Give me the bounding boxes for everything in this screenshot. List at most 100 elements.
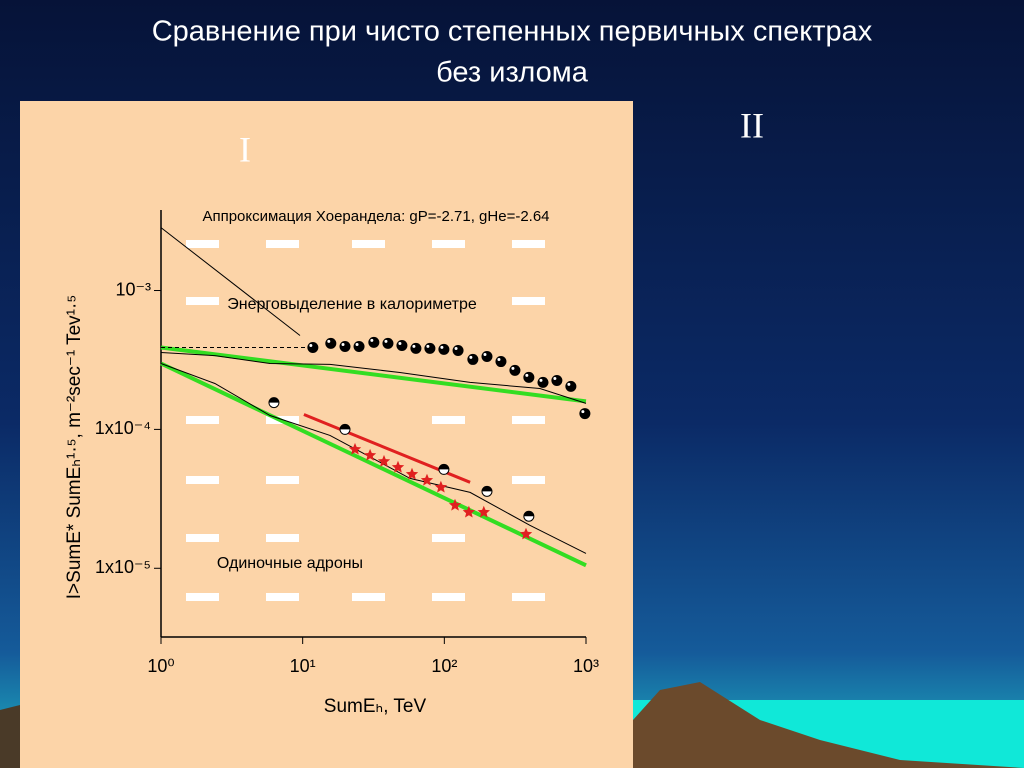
point-body — [410, 342, 422, 354]
data-point — [339, 341, 351, 353]
dash — [266, 476, 299, 484]
point-highlight — [384, 339, 388, 343]
point-body — [396, 339, 408, 351]
dash — [186, 416, 219, 424]
point-highlight — [398, 341, 402, 345]
data-point — [368, 336, 380, 348]
data-point — [325, 337, 337, 349]
data-point — [462, 505, 475, 518]
point-half — [340, 424, 351, 430]
data-point — [405, 467, 419, 480]
slide-title: без излома — [436, 57, 589, 89]
data-point — [509, 364, 521, 376]
point-body — [339, 341, 351, 353]
data-point — [551, 374, 563, 386]
y-tick-label: 1x10⁻⁵ — [95, 557, 151, 577]
point-body — [452, 344, 464, 356]
series-line — [160, 227, 301, 336]
dash — [512, 593, 545, 601]
data-point — [396, 339, 408, 351]
point-half — [268, 397, 279, 403]
point-highlight — [454, 346, 458, 350]
point-highlight — [370, 338, 374, 342]
dash — [352, 240, 385, 248]
x-tick-label: 10⁰ — [147, 656, 174, 676]
dash — [512, 416, 545, 424]
point-body — [368, 336, 380, 348]
point-highlight — [469, 355, 473, 359]
terrain — [0, 705, 20, 768]
point-highlight — [426, 344, 430, 348]
x-tick-label: 10¹ — [290, 656, 316, 676]
data-point — [410, 342, 422, 354]
point-highlight — [341, 343, 345, 347]
point-highlight — [327, 339, 331, 343]
data-point — [467, 353, 479, 365]
data-point — [452, 344, 464, 356]
data-point — [579, 408, 591, 420]
point-highlight — [581, 410, 585, 414]
data-point — [268, 397, 280, 409]
point-body — [495, 356, 507, 368]
dash — [186, 297, 219, 305]
data-point — [438, 463, 450, 475]
data-point — [377, 454, 391, 467]
panel-label: I — [239, 129, 251, 169]
point-body — [579, 408, 591, 420]
y-tick-label: 10⁻³ — [115, 279, 151, 299]
point-half — [481, 486, 492, 492]
y-tick-label: 1x10⁻⁴ — [95, 418, 151, 438]
point-body — [424, 342, 436, 354]
point-highlight — [483, 352, 487, 356]
dash — [512, 240, 545, 248]
data-point — [448, 498, 462, 511]
dash — [186, 476, 219, 484]
point-highlight — [567, 382, 571, 386]
data-point — [382, 337, 394, 349]
point-highlight — [553, 376, 557, 380]
annotation: Энерговыделение в калориметре — [227, 296, 477, 313]
data-point — [363, 448, 377, 461]
data-point — [519, 527, 533, 540]
data-point — [495, 356, 507, 368]
dash — [266, 534, 299, 542]
point-body — [438, 343, 450, 355]
data-point — [307, 341, 319, 353]
dash — [432, 593, 465, 601]
point-highlight — [440, 345, 444, 349]
point-body — [523, 371, 535, 383]
data-point — [434, 480, 448, 493]
point-body — [307, 341, 319, 353]
data-point — [523, 510, 535, 522]
point-highlight — [525, 373, 529, 377]
point-highlight — [511, 366, 515, 370]
data-point — [438, 343, 450, 355]
point-highlight — [355, 343, 359, 347]
dash — [432, 534, 465, 542]
point-highlight — [309, 343, 313, 347]
annotation: Аппроксимация Хоерандела: gP=-2.71, gHe=… — [202, 208, 549, 225]
dash — [432, 416, 465, 424]
point-highlight — [497, 358, 501, 362]
point-body — [353, 341, 365, 353]
data-point — [481, 350, 493, 362]
point-highlight — [539, 378, 543, 382]
series-line — [160, 352, 587, 404]
data-point — [339, 423, 351, 435]
y-axis-label: I>SumE* SumEₕ¹·⁵, m⁻²sec⁻¹ Tev¹·⁵ — [64, 295, 85, 599]
point-body — [325, 337, 337, 349]
data-point — [391, 460, 405, 473]
dash — [432, 240, 465, 248]
data-point — [353, 341, 365, 353]
series-line — [160, 361, 587, 568]
dash — [186, 240, 219, 248]
point-body — [509, 364, 521, 376]
slide-title: Сравнение при чисто степенных первичных … — [152, 16, 873, 48]
data-point — [565, 380, 577, 392]
panel-label: II — [740, 105, 764, 145]
point-body — [467, 353, 479, 365]
mountain — [633, 682, 1024, 768]
data-point — [523, 371, 535, 383]
data-point — [477, 505, 490, 518]
